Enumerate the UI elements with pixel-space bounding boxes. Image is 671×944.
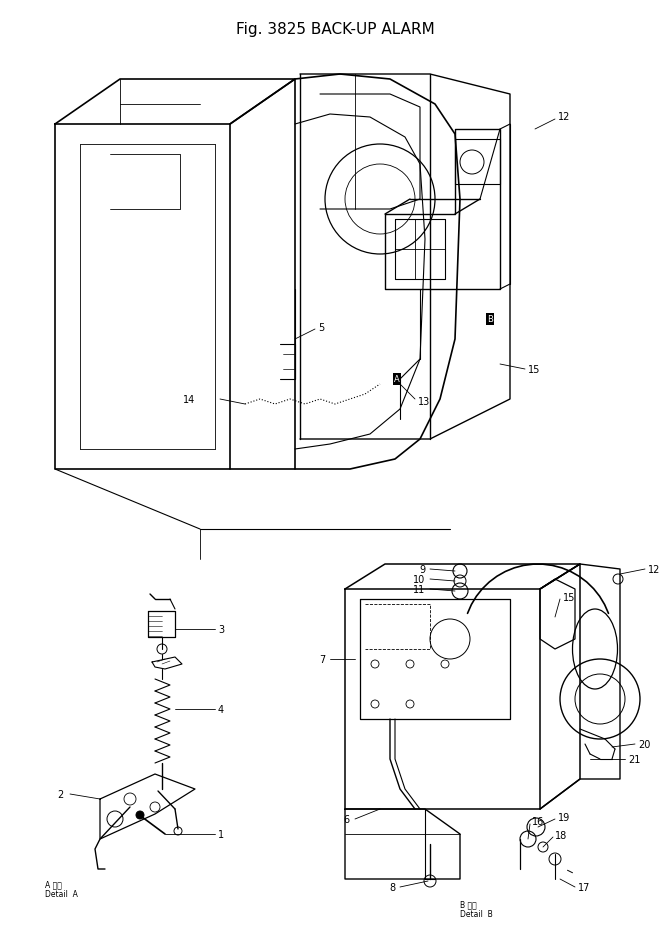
Text: 11: 11 xyxy=(413,584,425,595)
Text: 12: 12 xyxy=(648,565,660,574)
Text: 18: 18 xyxy=(555,830,567,840)
Text: 17: 17 xyxy=(578,882,590,892)
Text: 3: 3 xyxy=(218,624,224,634)
Text: 16: 16 xyxy=(532,817,544,826)
Text: 7: 7 xyxy=(319,654,325,665)
Text: Detail  A: Detail A xyxy=(45,889,78,899)
Text: 5: 5 xyxy=(318,323,324,332)
Text: 13: 13 xyxy=(418,396,430,407)
Text: 15: 15 xyxy=(528,364,540,375)
Text: 2: 2 xyxy=(57,789,63,800)
Text: 1: 1 xyxy=(218,829,224,839)
Text: 19: 19 xyxy=(558,812,570,822)
Text: 8: 8 xyxy=(389,882,395,892)
Text: 9: 9 xyxy=(419,565,425,574)
Text: Detail  B: Detail B xyxy=(460,909,493,919)
Text: A 断面: A 断面 xyxy=(45,880,62,888)
Text: 21: 21 xyxy=(628,754,640,765)
Text: Fig. 3825 BACK-UP ALARM: Fig. 3825 BACK-UP ALARM xyxy=(236,23,434,38)
Text: B: B xyxy=(487,315,493,324)
Circle shape xyxy=(136,811,144,819)
Text: 14: 14 xyxy=(183,395,195,405)
Text: 4: 4 xyxy=(218,704,224,715)
Text: A: A xyxy=(394,375,400,384)
Text: 10: 10 xyxy=(413,574,425,584)
Text: B 断面: B 断面 xyxy=(460,900,477,908)
Text: 12: 12 xyxy=(558,112,570,122)
Text: 15: 15 xyxy=(563,593,575,602)
Text: 20: 20 xyxy=(638,739,650,750)
Text: 6: 6 xyxy=(344,814,350,824)
